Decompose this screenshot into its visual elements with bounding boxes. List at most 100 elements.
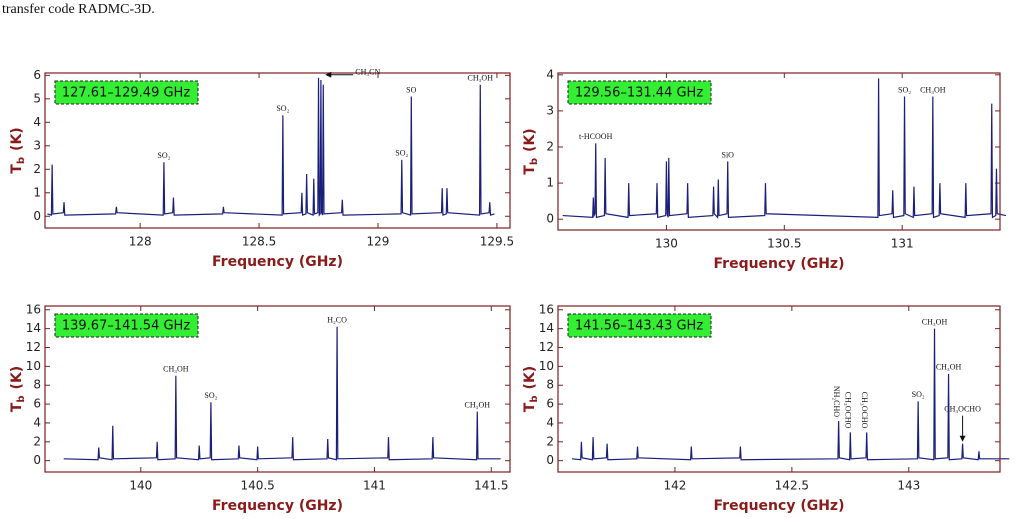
range-box	[567, 80, 712, 105]
y-tick-label: 4	[546, 67, 554, 81]
y-axis-title: Tb (K)	[9, 366, 27, 412]
y-tick-label: 4	[33, 415, 41, 429]
y-tick-label: 6	[33, 397, 41, 411]
y-tick-label: 0	[546, 453, 554, 467]
y-tick-label: 2	[546, 434, 554, 448]
spectrum-line	[562, 78, 1007, 219]
y-tick-label: 4	[33, 115, 41, 129]
range-label: 127.61–129.49 GHz	[62, 86, 190, 101]
y-tick-label: 10	[539, 359, 554, 373]
x-tick-label: 131	[891, 237, 914, 251]
y-tick-label: 5	[33, 91, 41, 105]
y-axis-symbol: T	[522, 165, 538, 175]
y-tick-label: 10	[26, 359, 41, 373]
y-axis-symbol: T	[9, 402, 25, 412]
y-tick-label: 8	[546, 378, 554, 392]
x-tick-label: 140.5	[240, 479, 274, 493]
annotation: CH₃OCHO	[843, 392, 852, 429]
y-axis-title: Tb (K)	[9, 127, 27, 173]
x-tick-label: 130	[655, 237, 678, 251]
x-tick-label: 130.5	[767, 237, 801, 251]
x-tick-label: 143	[897, 479, 920, 493]
y-tick-label: 12	[539, 340, 554, 354]
annotation: CH₃OH	[465, 400, 491, 409]
y-axis-unit: (K)	[522, 366, 538, 390]
y-axis-symbol: T	[9, 164, 25, 174]
y-tick-label: 2	[546, 139, 554, 153]
spectrum-line	[571, 328, 1010, 461]
range-box	[567, 313, 712, 338]
y-tick-label: 2	[33, 162, 41, 176]
annotation: CH₃OH	[920, 85, 946, 94]
y-axis-subscript: b	[16, 395, 27, 402]
y-tick-label: 6	[33, 68, 41, 82]
range-label-box: 139.67–141.54 GHz	[54, 313, 199, 338]
x-axis-title: Frequency (GHz)	[212, 254, 343, 270]
y-tick-label: 3	[33, 138, 41, 152]
range-box	[54, 313, 199, 338]
range-label: 129.56–131.44 GHz	[575, 86, 703, 101]
y-tick-label: 2	[33, 434, 41, 448]
y-axis-unit: (K)	[522, 128, 538, 152]
plot-frame	[557, 305, 1001, 473]
annotation: NH₂CHO	[832, 386, 841, 417]
y-tick-label: 16	[26, 302, 41, 316]
range-label-box: 127.61–129.49 GHz	[54, 80, 199, 105]
y-tick-label: 12	[26, 340, 41, 354]
annotation: SO₂	[204, 391, 217, 400]
x-tick-label: 142.5	[775, 479, 809, 493]
annotation: SO₂	[157, 151, 170, 160]
annotation: SiO	[722, 150, 735, 159]
x-tick-label: 128.5	[242, 235, 276, 249]
annotation: CH₃OH	[163, 365, 189, 374]
annotation: SO₂	[898, 85, 911, 94]
x-tick-label: 141	[363, 479, 386, 493]
range-label-box: 129.56–131.44 GHz	[567, 80, 712, 105]
annotation: CH₃OCHO	[944, 405, 981, 414]
x-tick-label: 142	[663, 479, 686, 493]
y-tick-label: 1	[33, 185, 41, 199]
y-axis-subscript: b	[529, 158, 540, 165]
annotation: SO₂	[912, 390, 925, 399]
x-tick-label: 141.5	[474, 479, 508, 493]
y-axis-title: Tb (K)	[522, 366, 540, 412]
y-axis-unit: (K)	[9, 127, 25, 151]
y-tick-label: 14	[26, 321, 41, 335]
x-tick-label: 129.5	[480, 235, 514, 249]
annotation: SO₂	[276, 104, 289, 113]
y-axis-symbol: T	[522, 402, 538, 412]
plot-frame	[557, 72, 1001, 231]
caption: transfer code RADMC-3D.	[2, 2, 155, 17]
plot-frame	[44, 72, 511, 229]
y-axis-title: Tb (K)	[522, 128, 540, 174]
annotation: H₂CO	[327, 316, 347, 325]
y-tick-label: 14	[539, 321, 554, 335]
y-tick-label: 6	[546, 397, 554, 411]
spectrum-line	[63, 326, 501, 461]
range-label: 141.56–143.43 GHz	[575, 319, 703, 334]
y-tick-label: 8	[33, 378, 41, 392]
x-axis-title: Frequency (GHz)	[714, 256, 845, 272]
annotation: CH₃OH	[936, 363, 962, 372]
y-tick-label: 1	[546, 176, 554, 190]
plot-frame	[44, 305, 511, 473]
annotation: CH₃OCHO	[860, 392, 869, 429]
y-tick-label: 0	[33, 209, 41, 223]
range-box	[54, 80, 199, 105]
y-tick-label: 0	[33, 453, 41, 467]
x-tick-label: 129	[367, 235, 390, 249]
spectrum-line	[47, 77, 495, 217]
y-tick-label: 3	[546, 103, 554, 117]
annotation: SO₂	[395, 149, 408, 158]
x-tick-label: 128	[129, 235, 152, 249]
annotation: SO	[406, 85, 416, 94]
range-label-box: 141.56–143.43 GHz	[567, 313, 712, 338]
x-axis-title: Frequency (GHz)	[714, 498, 845, 514]
y-tick-label: 0	[546, 212, 554, 226]
y-axis-subscript: b	[529, 395, 540, 402]
x-tick-label: 140	[129, 479, 152, 493]
annotation: CH₃OH	[468, 74, 494, 83]
annotation: CH₃CN	[355, 68, 380, 77]
annotation: CH₃OH	[922, 317, 948, 326]
